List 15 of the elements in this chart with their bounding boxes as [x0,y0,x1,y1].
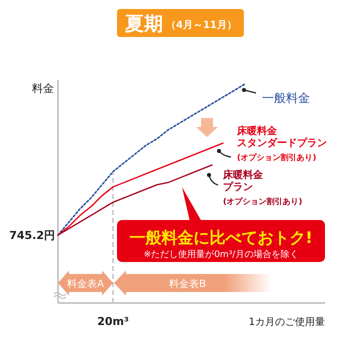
annotation: (オプション割引あり) [237,153,316,162]
annotation: 料金表B [169,278,206,290]
series-label: 一般料金 [262,91,310,105]
text: 745.2円 [9,229,55,242]
series-label: 床暖料金プラン [222,169,264,193]
annotation: (オプション割引あり) [223,197,302,206]
annotation: 一般料金に比べておトク! [129,228,313,247]
series-label: 床暖料金スタンダードプラン [236,125,327,149]
y-axis-title: 料金 [32,82,54,95]
annotation: 料金表A [67,278,104,290]
annotation: ※ただし使用量が0m³/月の場合を除く [144,249,298,260]
chart-subtitle: （4月～11月） [166,20,237,31]
chart-title: 夏期 [124,13,163,35]
x-axis-title: 1カ月のご使用量 [248,317,325,328]
text: 20m³ [97,315,129,328]
